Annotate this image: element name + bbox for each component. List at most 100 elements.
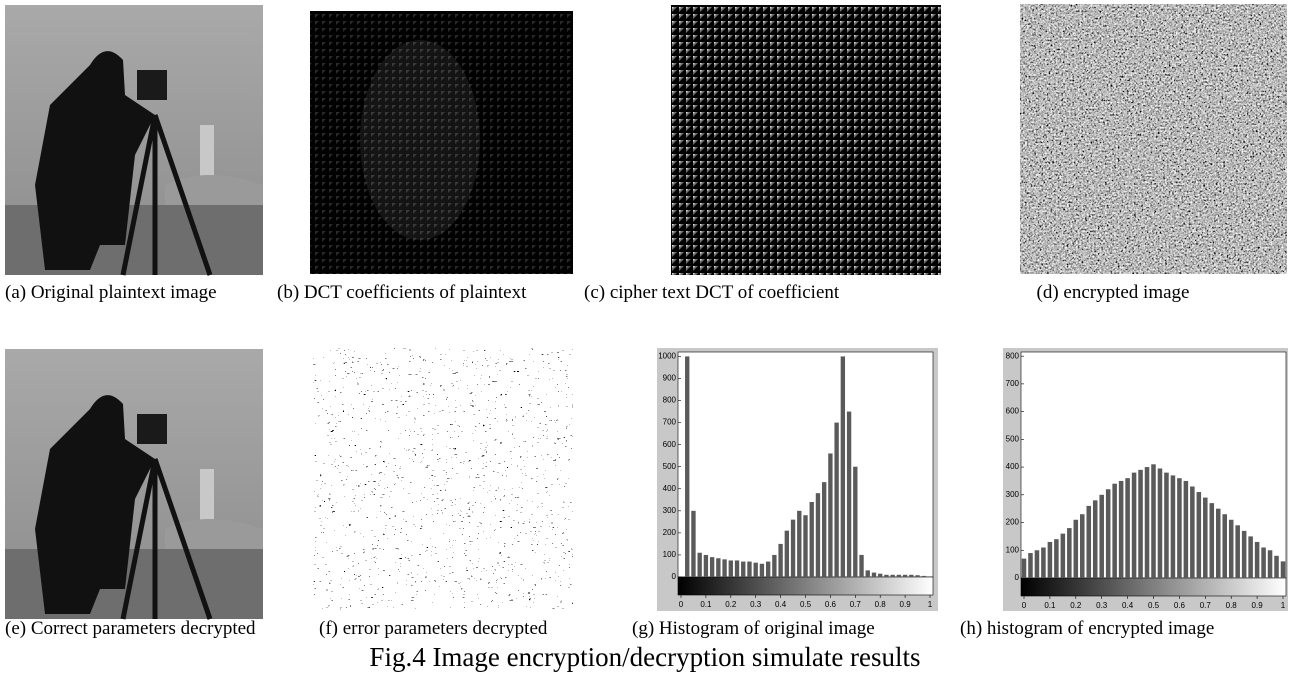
histogram-bar (741, 562, 745, 577)
histogram-bar (1099, 495, 1104, 578)
histogram-bar (1061, 534, 1066, 578)
histogram-bar (1184, 481, 1189, 578)
histogram-bar (1035, 550, 1040, 578)
plaintext-image (5, 5, 263, 275)
histogram-bar (1158, 468, 1163, 578)
histogram-bar (1216, 509, 1221, 578)
histogram-bar (760, 564, 764, 577)
y-tick-label: 700 (663, 418, 677, 427)
histogram-bar (1125, 478, 1130, 578)
histogram-bar (691, 511, 695, 577)
histogram-bar (791, 520, 795, 577)
panel-caption: (f) error parameters decrypted (319, 618, 548, 639)
histogram-bar (1112, 484, 1117, 578)
histogram-bar (903, 575, 907, 577)
histogram-bar (1255, 542, 1260, 578)
histogram-bar (909, 575, 913, 577)
histogram-bar (1145, 467, 1150, 578)
encrypted-image (1020, 4, 1287, 274)
y-tick-label: 400 (1006, 462, 1020, 471)
histogram-bar (1261, 547, 1266, 578)
x-tick-label: 0.5 (1148, 601, 1160, 610)
histogram-bar (810, 502, 814, 577)
histogram-bar (1074, 520, 1079, 578)
histogram-bar (1067, 528, 1072, 578)
panel-caption: (a) Original plaintext image (5, 282, 217, 303)
dct-plaintext-image (310, 11, 573, 274)
histogram-bar (747, 562, 751, 577)
histogram-bar (1210, 503, 1215, 578)
error-decrypted-image (313, 348, 573, 610)
histogram-bar (1138, 470, 1143, 578)
figure-caption: Fig.4 Image encryption/decryption simula… (369, 642, 920, 672)
figure-page: (a) Original plaintext image (b) DCT coe… (0, 0, 1291, 677)
histogram-bar (1197, 492, 1202, 578)
histogram-bar (1022, 559, 1027, 578)
y-tick-label: 300 (663, 506, 677, 515)
y-tick-label: 600 (1006, 407, 1020, 416)
histogram-bar (1132, 473, 1137, 578)
histogram-bar (878, 574, 882, 577)
colorbar (1021, 578, 1286, 596)
histogram-bar (716, 558, 720, 577)
y-tick-label: 100 (663, 550, 677, 559)
y-tick-label: 300 (1006, 490, 1020, 499)
histogram-bar (772, 555, 776, 577)
histogram-bar (1177, 478, 1182, 578)
histogram-bar (1041, 547, 1046, 578)
x-tick-label: 1 (928, 600, 933, 609)
y-tick-label: 200 (663, 528, 677, 537)
x-tick-label: 0.6 (825, 600, 837, 609)
histogram-bar (729, 560, 733, 577)
panel-caption: (h) histogram of encrypted image (960, 618, 1214, 639)
y-tick-label: 700 (1006, 379, 1020, 388)
histogram-bar (853, 467, 857, 577)
histogram-bar (1093, 500, 1098, 578)
histogram-bar (1171, 475, 1176, 578)
y-tick-label: 0 (1015, 573, 1020, 582)
y-tick-label: 800 (663, 396, 677, 405)
x-tick-label: 0.3 (750, 600, 762, 609)
histogram-bar (822, 482, 826, 577)
histogram-bar (803, 515, 807, 577)
x-tick-label: 0.6 (1174, 601, 1186, 610)
histogram-bar (922, 576, 926, 577)
histogram-bar (1151, 464, 1156, 578)
histogram-bar (785, 531, 789, 577)
dct-ciphertext-image (671, 5, 941, 275)
y-tick-label: 900 (663, 374, 677, 383)
histogram-bar (1268, 550, 1273, 578)
histogram-bar (859, 555, 863, 577)
histogram-bar (735, 560, 739, 577)
x-tick-label: 0.7 (1200, 601, 1212, 610)
histogram-bar (834, 423, 838, 577)
histogram-bar (1242, 531, 1247, 578)
x-tick-label: 0.9 (900, 600, 912, 609)
histogram-bar (766, 562, 770, 577)
histogram-bar (1119, 481, 1124, 578)
y-tick-label: 500 (663, 462, 677, 471)
histogram-bar (890, 575, 894, 577)
y-tick-label: 200 (1006, 518, 1020, 527)
x-tick-label: 0.4 (1122, 601, 1134, 610)
correct-decrypted-image (5, 349, 263, 619)
x-tick-label: 0.9 (1252, 601, 1264, 610)
x-tick-label: 0.4 (775, 600, 787, 609)
x-tick-label: 0.1 (700, 600, 712, 609)
x-tick-label: 0.2 (725, 600, 737, 609)
histogram-bar (872, 573, 876, 577)
histogram-bar (697, 553, 701, 577)
histogram-bar (704, 555, 708, 577)
histogram-bar (1086, 506, 1091, 578)
histogram-bar (1048, 542, 1053, 578)
histogram-bar (1054, 539, 1059, 578)
x-tick-label: 0.8 (1226, 601, 1238, 610)
x-tick-label: 0.7 (850, 600, 862, 609)
x-tick-label: 0 (1022, 601, 1027, 610)
x-tick-label: 1 (1281, 601, 1286, 610)
histogram-bar (1274, 556, 1279, 578)
panel-caption: (b) DCT coefficients of plaintext (277, 282, 527, 303)
histogram-bar (866, 570, 870, 577)
panel-caption: (g) Histogram of original image (632, 618, 875, 639)
histogram-bar (797, 511, 801, 577)
